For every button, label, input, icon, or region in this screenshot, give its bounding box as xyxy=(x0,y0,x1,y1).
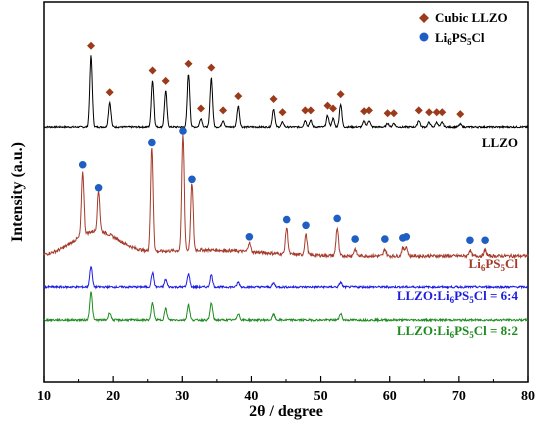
x-tick-label: 20 xyxy=(106,389,120,404)
series-annotation: Li6PS5Cl xyxy=(469,256,519,273)
lpsc-peak-marker xyxy=(466,236,474,245)
llzo-peak-marker xyxy=(278,108,287,117)
x-axis-title: 2θ / degree xyxy=(249,403,323,420)
x-tick-label: 50 xyxy=(314,389,328,404)
x-tick-label: 30 xyxy=(175,389,189,404)
series-line xyxy=(43,291,529,323)
llzo-peak-marker xyxy=(364,106,373,115)
llzo-peak-marker xyxy=(329,104,338,113)
llzo-peak-marker xyxy=(148,66,157,75)
x-tick-label: 60 xyxy=(383,389,397,404)
lpsc-peak-marker xyxy=(333,214,341,223)
lpsc-peak-marker xyxy=(245,233,254,241)
llzo-peak-marker xyxy=(389,109,398,118)
series-annotation: LLZO:Li6PS5Cl = 6:4 xyxy=(397,288,519,305)
llzo-peak-marker xyxy=(196,104,205,113)
llzo-peak-marker xyxy=(105,88,114,97)
llzo-peak-marker xyxy=(323,101,332,110)
llzo-peak-marker xyxy=(301,106,310,115)
series-annotation: LLZO:Li6PS5Cl = 8:2 xyxy=(397,323,518,340)
llzo-peak-marker xyxy=(87,41,96,50)
x-tick-label: 70 xyxy=(452,389,466,404)
llzo-peak-marker xyxy=(234,92,243,101)
annotation-layer: LLZO Li6PS5Cl LLZO:Li6PS5Cl = 6:4 LLZO:Li6P… xyxy=(397,135,519,340)
marker-layer xyxy=(78,41,489,245)
legend-diamond-marker xyxy=(419,13,429,23)
llzo-peak-marker xyxy=(207,63,216,72)
x-axis-ticks: 10 20 30 40 50 60 70 80 xyxy=(37,376,535,404)
lpsc-peak-marker xyxy=(94,183,103,192)
lpsc-peak-marker xyxy=(381,235,389,243)
llzo-peak-marker xyxy=(269,94,278,103)
legend-label-lpsc: Li6PS5Cl xyxy=(435,30,485,47)
llzo-peak-marker xyxy=(184,59,193,68)
series-line xyxy=(43,134,529,260)
series-annotation: LLZO xyxy=(482,135,518,150)
lpsc-peak-marker xyxy=(402,233,411,241)
llzo-peak-marker xyxy=(438,108,447,117)
y-axis-title: Intensity (a.u.) xyxy=(9,142,26,242)
llzo-peak-marker xyxy=(425,108,434,117)
lpsc-peak-marker xyxy=(188,175,196,184)
series-line xyxy=(43,265,528,290)
x-tick-label: 80 xyxy=(521,389,535,404)
legend-label-llzo: Cubic LLZO xyxy=(435,10,508,25)
legend-circle-marker xyxy=(419,32,429,42)
lpsc-peak-marker xyxy=(148,138,156,147)
x-tick-label: 10 xyxy=(37,389,51,404)
lpsc-peak-marker xyxy=(302,221,310,230)
lpsc-peak-marker xyxy=(78,160,87,169)
llzo-peak-marker xyxy=(383,109,392,118)
llzo-peak-marker xyxy=(161,76,170,85)
llzo-peak-marker xyxy=(432,108,441,117)
llzo-peak-marker xyxy=(456,110,465,119)
lpsc-peak-marker xyxy=(351,235,359,243)
llzo-peak-marker xyxy=(336,90,345,99)
series-line xyxy=(43,55,529,130)
lpsc-peak-marker xyxy=(179,127,187,135)
llzo-peak-marker xyxy=(414,106,423,115)
x-tick-label: 40 xyxy=(244,389,258,404)
series-layer xyxy=(43,55,529,323)
llzo-peak-marker xyxy=(306,106,315,115)
llzo-peak-marker xyxy=(219,106,228,115)
lpsc-peak-marker xyxy=(282,215,291,224)
legend: Cubic LLZO Li6PS5Cl xyxy=(419,10,508,47)
lpsc-peak-marker xyxy=(481,236,489,245)
